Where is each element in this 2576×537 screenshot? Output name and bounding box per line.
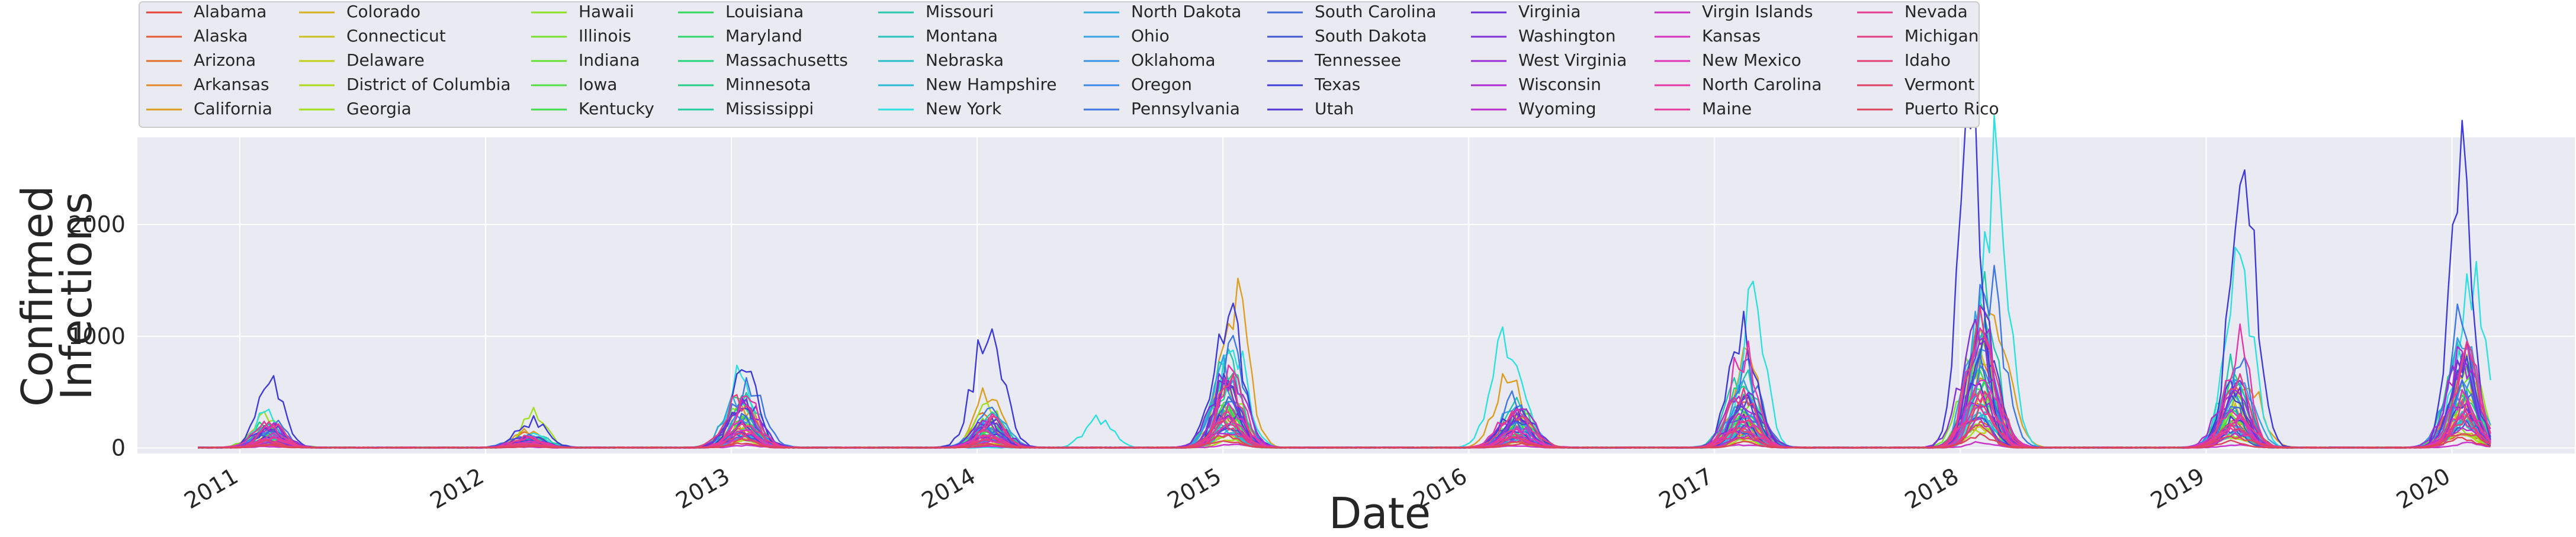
legend-label-california: California: [194, 99, 272, 118]
x-tick-label: 2017: [1655, 463, 1717, 514]
legend-label-alabama: Alabama: [194, 2, 266, 21]
x-axis-label: Date: [1329, 488, 1431, 537]
legend-label-tennessee: Tennessee: [1314, 50, 1401, 70]
y-tick-label: 0: [111, 435, 126, 461]
legend-label-wisconsin: Wisconsin: [1518, 75, 1601, 94]
legend-label-washington: Washington: [1518, 26, 1616, 46]
legend: Alabama Alaska Arizona Arkansas California Co…: [139, 1, 1999, 128]
legend-label-utah: Utah: [1315, 99, 1354, 118]
y-tick-label: 2000: [68, 211, 126, 237]
legend-label-west-virginia: West Virginia: [1518, 50, 1627, 70]
legend-label-texas: Texas: [1314, 75, 1360, 94]
legend-label-delaware: Delaware: [346, 50, 425, 70]
legend-label-louisiana: Louisiana: [725, 2, 804, 21]
legend-label-oregon: Oregon: [1131, 75, 1192, 94]
legend-label-minnesota: Minnesota: [725, 75, 811, 94]
legend-label-indiana: Indiana: [579, 50, 640, 70]
legend-label-maryland: Maryland: [725, 26, 802, 46]
legend-label-montana: Montana: [926, 26, 998, 46]
legend-label-kansas: Kansas: [1702, 26, 1761, 46]
y-axis-label-line-2: Infections: [52, 192, 101, 400]
legend-label-arizona: Arizona: [194, 50, 256, 70]
legend-label-new-mexico: New Mexico: [1702, 50, 1801, 70]
legend-label-illinois: Illinois: [579, 26, 631, 46]
legend-label-ohio: Ohio: [1131, 26, 1170, 46]
legend-label-pennsylvania: Pennsylvania: [1131, 99, 1240, 118]
x-tick-label: 2019: [2146, 463, 2209, 514]
legend-label-missouri: Missouri: [926, 2, 994, 21]
y-tick-label: 1000: [68, 323, 126, 349]
legend-label-nebraska: Nebraska: [926, 50, 1004, 70]
legend-label-north-dakota: North Dakota: [1131, 2, 1241, 21]
legend-label-connecticut: Connecticut: [346, 26, 446, 46]
x-tick-label: 2013: [672, 463, 734, 514]
legend-label-wyoming: Wyoming: [1518, 99, 1596, 118]
legend-label-north-carolina: North Carolina: [1702, 75, 1822, 94]
legend-label-virgin-islands: Virgin Islands: [1702, 2, 1813, 21]
series-line-puerto-rico: [198, 433, 2491, 449]
legend-label-oklahoma: Oklahoma: [1131, 50, 1216, 70]
plot-area: [137, 137, 2575, 454]
legend-label-maine: Maine: [1702, 99, 1752, 118]
legend-label-idaho: Idaho: [1904, 50, 1951, 70]
legend-label-mississippi: Mississippi: [725, 99, 814, 118]
legend-label-district-of-columbia: District of Columbia: [346, 75, 511, 94]
legend-label-georgia: Georgia: [346, 99, 412, 118]
y-axis-label-line-1: Confirmed: [12, 185, 62, 407]
x-tick-label: 2011: [180, 463, 243, 514]
legend-label-alaska: Alaska: [194, 26, 248, 46]
x-tick-label: 2015: [1163, 463, 1226, 514]
legend-label-massachusetts: Massachusetts: [725, 50, 848, 70]
x-tick-label: 2014: [917, 463, 980, 514]
legend-label-virginia: Virginia: [1518, 2, 1581, 21]
x-tick-label: 2012: [426, 463, 489, 514]
legend-label-south-dakota: South Dakota: [1315, 26, 1427, 46]
legend-label-south-carolina: South Carolina: [1315, 2, 1436, 21]
y-axis-label: Confirmed Infections: [12, 185, 101, 407]
x-tick-label: 2020: [2392, 463, 2455, 514]
legend-label-vermont: Vermont: [1904, 75, 1974, 94]
legend-frame: [139, 1, 1980, 128]
legend-label-iowa: Iowa: [579, 75, 617, 94]
legend-label-new-hampshire: New Hampshire: [926, 75, 1056, 94]
x-tick-labels: 2011 2012 2013 2014 2015 2016 2017 2018 2019 2020: [180, 463, 2455, 514]
legend-label-michigan: Michigan: [1904, 26, 1979, 46]
x-tick-label: 2018: [1900, 463, 1963, 514]
series-lines: [198, 110, 2491, 449]
legend-label-new-york: New York: [926, 99, 1002, 118]
legend-label-arkansas: Arkansas: [194, 75, 269, 94]
legend-label-kentucky: Kentucky: [579, 99, 654, 118]
legend-label-hawaii: Hawaii: [579, 2, 634, 21]
legend-label-colorado: Colorado: [346, 2, 420, 21]
legend-label-puerto-rico: Puerto Rico: [1904, 99, 1999, 118]
legend-label-nevada: Nevada: [1904, 2, 1968, 21]
y-tick-labels: 0 1000 2000: [68, 211, 126, 461]
